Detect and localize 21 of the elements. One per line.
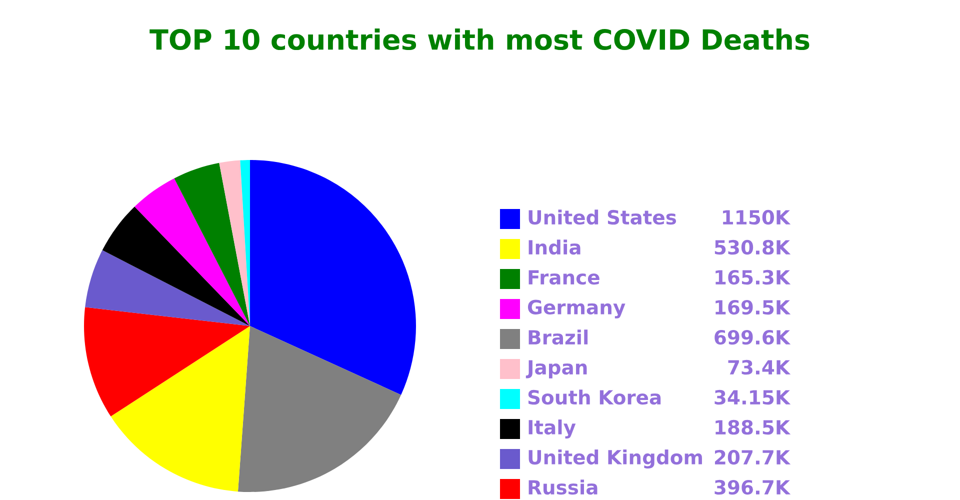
- data-label: 530.8K: [714, 240, 791, 255]
- legend-label: South Korea: [528, 390, 661, 405]
- data-label: 207.7K: [714, 450, 791, 465]
- data-label: 188.5K: [716, 420, 791, 435]
- legend-label: United Kingdom: [528, 450, 702, 468]
- legend-label: Germany: [528, 300, 626, 318]
- data-label: 34.15K: [714, 390, 791, 405]
- data-label: 73.4K: [728, 360, 791, 375]
- legend-label: India: [528, 240, 580, 255]
- data-label: 165.3K: [716, 270, 791, 285]
- data-label: 699.6K: [714, 330, 791, 345]
- legend-label: Italy: [528, 420, 576, 438]
- data-label: 169.5K: [716, 300, 791, 315]
- data-label: 1150K: [723, 210, 791, 225]
- legend-label: Russia: [528, 480, 598, 495]
- chart-title: TOP 10 countries with most COVID Deaths: [150, 28, 810, 50]
- legend-label: United States: [528, 210, 676, 225]
- data-label: 396.7K: [714, 480, 791, 495]
- legend-label: Japan: [526, 360, 587, 378]
- legend-label: Brazil: [528, 330, 588, 345]
- legend-label: France: [528, 270, 600, 285]
